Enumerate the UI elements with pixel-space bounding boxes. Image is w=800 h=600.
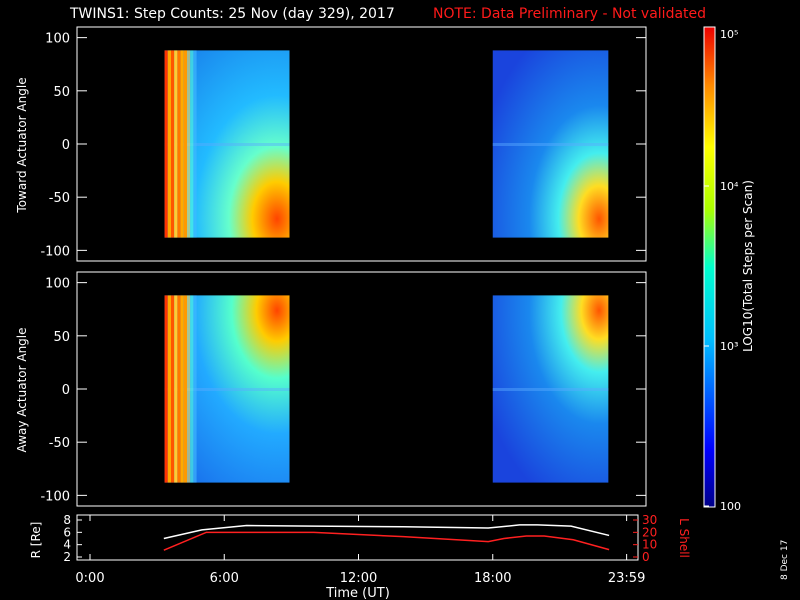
r-tick-label: 4 [63, 538, 71, 552]
lshell-tick-label: 20 [642, 525, 657, 539]
ytick-label: 0 [62, 383, 70, 398]
toward-yticks: 100 50 0 -50 -100 [40, 32, 646, 259]
colorbar [703, 26, 716, 508]
lshell-tick-label: 10 [642, 538, 657, 552]
x-tick-label: 23:59 [608, 571, 645, 586]
heatmap-layer [164, 50, 609, 483]
ytick-label: 100 [45, 32, 70, 47]
r-ylabel: R [Re] [29, 522, 43, 559]
ytick-label: 50 [53, 330, 70, 345]
ytick-label: -50 [49, 191, 70, 206]
r-series-line [163, 524, 610, 540]
ytick-label: -100 [40, 244, 70, 259]
colorbar-ticks: 10⁵ 10⁴ 10³ 100 [704, 28, 741, 513]
lshell-series-line [163, 531, 610, 551]
away-yticks: 100 50 0 -50 -100 [40, 277, 646, 504]
date-stamp: 8 Dec 17 [780, 540, 790, 580]
heatmap-block [492, 50, 609, 238]
ytick-label: -50 [49, 436, 70, 451]
x-tick-label: 6:00 [210, 571, 239, 586]
x-tick-label: 18:00 [474, 571, 511, 586]
x-tick-label: 12:00 [340, 571, 377, 586]
cb-tick-1e4: 10⁴ [720, 180, 739, 193]
ytick-label: -100 [40, 489, 70, 504]
heatmap-block [492, 295, 609, 483]
heatmap-block [164, 50, 290, 238]
cb-tick-100: 100 [720, 500, 741, 513]
preliminary-note: NOTE: Data Preliminary - Not validated [433, 6, 707, 22]
lshell-tick-label: 30 [642, 513, 657, 527]
cb-tick-1e5: 10⁵ [720, 28, 738, 41]
colorbar-label: LOG10(Total Steps per Scan) [741, 180, 755, 352]
away-ylabel: Away Actuator Angle [15, 327, 29, 452]
ytick-label: 100 [45, 277, 70, 292]
lshell-tick-label: 0 [642, 550, 650, 564]
panel-orbit-frame [76, 514, 639, 561]
r-tick-label: 8 [63, 513, 71, 527]
lshell-ylabel: L Shell [677, 518, 691, 558]
r-tick-label: 6 [63, 525, 71, 539]
r-tick-label: 2 [63, 550, 71, 564]
title-text: TWINS1: Step Counts: 25 Nov (day 329), 2… [70, 6, 395, 22]
cb-tick-1e3: 10³ [720, 340, 738, 353]
x-axis-label: Time (UT) [325, 586, 390, 600]
ytick-label: 50 [53, 85, 70, 100]
heatmap-block [164, 295, 290, 483]
ytick-label: 0 [62, 138, 70, 153]
toward-ylabel: Toward Actuator Angle [15, 77, 29, 213]
x-tick-label: 0:00 [75, 571, 104, 586]
